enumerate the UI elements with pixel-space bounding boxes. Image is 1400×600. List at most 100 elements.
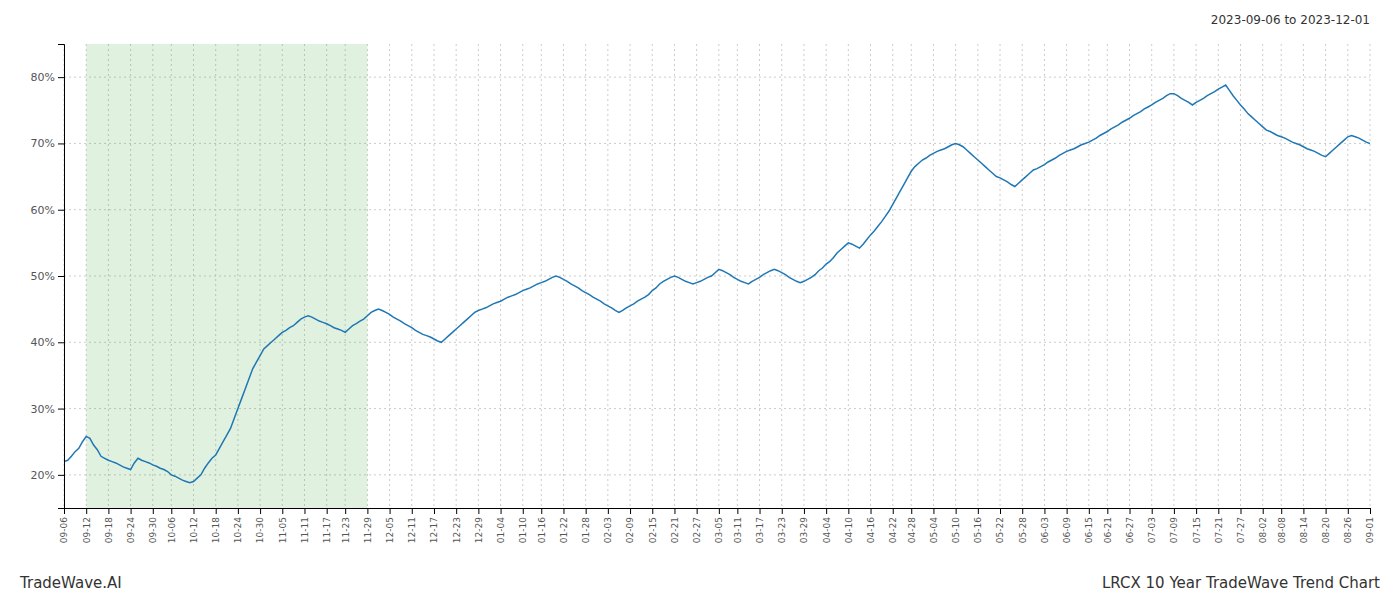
x-grid-line <box>1151 44 1152 508</box>
x-tick: 06-21 <box>1103 508 1113 543</box>
x-grid-line <box>433 44 434 508</box>
x-tick-mark <box>911 508 912 514</box>
x-tick-label: 10-06 <box>167 517 177 543</box>
x-tick-mark <box>1218 508 1219 514</box>
x-tick-label: 03-23 <box>777 517 787 543</box>
x-tick-mark <box>412 508 413 514</box>
x-tick: 02-27 <box>692 508 702 543</box>
x-grid-line <box>1129 44 1130 508</box>
x-grid-line <box>389 44 390 508</box>
x-tick-mark <box>933 508 934 514</box>
x-grid-line <box>781 44 782 508</box>
x-axis-line <box>65 509 1371 515</box>
x-tick: 10-12 <box>189 508 199 543</box>
x-tick-label: 08-02 <box>1258 517 1268 543</box>
x-tick-label: 04-28 <box>907 517 917 543</box>
y-tick-label: 80% <box>31 71 55 84</box>
x-grid-line <box>759 44 760 508</box>
x-tick-mark <box>1130 508 1131 514</box>
x-tick-label: 07-09 <box>1169 517 1179 543</box>
y-tick: 40% <box>31 336 64 349</box>
x-tick: 03-29 <box>799 508 809 543</box>
subtitle: 2023-09-06 to 2023-12-01 <box>1211 13 1370 27</box>
y-tick: 70% <box>31 137 64 150</box>
y-tick-mark <box>58 409 64 410</box>
x-tick-label: 09-30 <box>148 517 158 543</box>
x-tick: 07-15 <box>1191 508 1201 543</box>
x-grid-line <box>1325 44 1326 508</box>
x-grid-line <box>955 44 956 508</box>
x-tick: 01-16 <box>537 508 547 543</box>
x-tick: 11-11 <box>300 508 310 543</box>
y-tick-mark <box>58 342 64 343</box>
x-tick: 05-16 <box>973 508 983 543</box>
x-tick-mark <box>563 508 564 514</box>
x-tick-label: 07-15 <box>1191 517 1201 543</box>
x-grid-line <box>1173 44 1174 508</box>
x-tick: 09-01 <box>1365 508 1375 543</box>
x-tick-label: 10-18 <box>211 517 221 543</box>
x-tick-label: 11-23 <box>341 517 351 543</box>
x-tick-mark <box>978 508 979 514</box>
x-tick-mark <box>108 508 109 514</box>
x-tick: 04-22 <box>888 508 898 543</box>
y-axis: 20%30%40%50%60%70%80% <box>31 45 65 509</box>
x-tick-label: 04-16 <box>866 517 876 543</box>
x-tick: 02-03 <box>603 508 613 543</box>
x-tick-mark <box>367 508 368 514</box>
x-tick: 12-23 <box>452 508 462 543</box>
x-tick: 03-11 <box>733 508 743 543</box>
x-tick-label: 08-14 <box>1299 517 1309 543</box>
x-grid-line <box>1044 44 1045 508</box>
x-grid-line <box>522 44 523 508</box>
x-tick-label: 07-03 <box>1147 517 1157 543</box>
x-tick-label: 01-04 <box>496 517 506 543</box>
x-grid-line <box>411 44 412 508</box>
x-tick: 01-28 <box>581 508 591 543</box>
x-tick: 08-26 <box>1343 508 1353 543</box>
chart-container: 20%30%40%50%60%70%80%09-0609-1209-1809-2… <box>0 0 1400 600</box>
x-tick-label: 03-17 <box>755 517 765 543</box>
x-tick-label: 05-10 <box>951 517 961 543</box>
x-tick-mark <box>153 508 154 514</box>
x-tick: 04-28 <box>907 508 917 543</box>
x-tick-mark <box>719 508 720 514</box>
grid <box>64 44 1370 508</box>
x-tick: 10-30 <box>255 508 265 543</box>
x-tick-label: 05-16 <box>973 517 983 543</box>
y-tick: 80% <box>31 71 64 84</box>
x-grid-line <box>1218 44 1219 508</box>
x-tick-mark <box>478 508 479 514</box>
x-tick: 01-10 <box>518 508 528 543</box>
x-tick-label: 01-22 <box>559 517 569 543</box>
x-grid-line <box>585 44 586 508</box>
x-tick-mark <box>1370 508 1371 514</box>
x-tick: 11-05 <box>278 508 288 543</box>
x-tick-label: 10-30 <box>255 517 265 543</box>
x-tick-mark <box>1196 508 1197 514</box>
x-tick: 09-30 <box>148 508 158 543</box>
line <box>64 85 1370 483</box>
chart-svg: 20%30%40%50%60%70%80%09-0609-1209-1809-2… <box>0 0 1400 600</box>
shaded-range <box>86 44 367 508</box>
x-tick: 01-22 <box>559 508 569 543</box>
x-tick-mark <box>238 508 239 514</box>
x-tick-mark <box>1348 508 1349 514</box>
x-tick-mark <box>804 508 805 514</box>
x-tick: 09-12 <box>82 508 92 543</box>
x-tick: 02-09 <box>625 508 635 543</box>
x-tick-mark <box>304 508 305 514</box>
x-tick: 10-06 <box>167 508 177 543</box>
x-tick: 11-17 <box>322 508 332 543</box>
x-tick-mark <box>760 508 761 514</box>
x-tick: 07-21 <box>1214 508 1224 543</box>
x-tick-label: 12-05 <box>385 517 395 543</box>
x-tick-mark <box>1067 508 1068 514</box>
y-tick-label: 30% <box>31 403 55 416</box>
x-tick: 11-29 <box>363 508 373 543</box>
x-tick-mark <box>697 508 698 514</box>
x-tick: 10-18 <box>211 508 221 543</box>
x-tick-label: 09-01 <box>1365 517 1375 543</box>
x-tick: 03-05 <box>714 508 724 543</box>
x-tick-mark <box>782 508 783 514</box>
